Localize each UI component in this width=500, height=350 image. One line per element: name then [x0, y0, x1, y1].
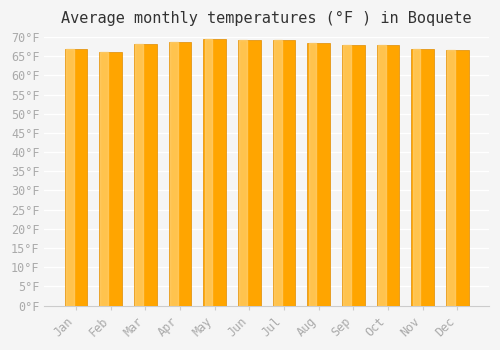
Bar — [238, 41, 260, 306]
Bar — [64, 49, 87, 306]
Bar — [448, 50, 455, 306]
Bar — [342, 45, 364, 306]
Bar — [412, 49, 420, 306]
Bar — [272, 41, 295, 306]
Bar — [412, 49, 434, 306]
Bar — [170, 42, 177, 306]
Bar — [204, 39, 212, 306]
Bar — [343, 45, 351, 306]
Bar — [168, 42, 192, 306]
Bar — [274, 41, 282, 306]
Bar — [134, 44, 156, 306]
Bar — [378, 45, 386, 306]
Bar — [239, 41, 247, 306]
Bar — [446, 50, 468, 306]
Bar — [204, 39, 226, 306]
Bar — [308, 43, 316, 306]
Bar — [100, 51, 108, 306]
Bar — [308, 43, 330, 306]
Title: Average monthly temperatures (°F ) in Boquete: Average monthly temperatures (°F ) in Bo… — [62, 11, 472, 26]
Bar — [66, 49, 74, 306]
Bar — [100, 51, 122, 306]
Bar — [135, 44, 143, 306]
Bar — [377, 45, 400, 306]
